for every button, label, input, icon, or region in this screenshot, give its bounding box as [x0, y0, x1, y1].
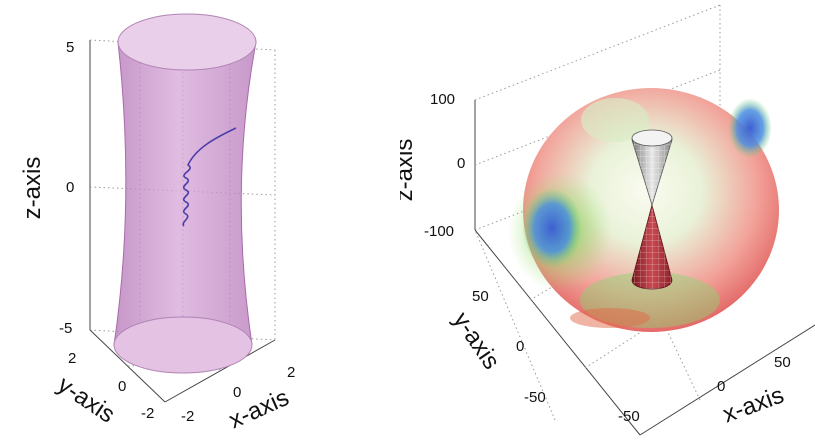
z-tick-0: 0	[66, 179, 74, 196]
y-tick-0: 0	[118, 378, 126, 395]
y-axis-label: y-axis	[53, 371, 120, 428]
z-tick-5: 5	[66, 39, 74, 56]
y-tick-2: 2	[68, 350, 76, 367]
chart-right-panel: 100 0 -100 50 0 -50 -50 0 50 z-axis y-ax…	[400, 0, 815, 443]
y-tick-neg50: -50	[524, 389, 546, 406]
x-tick-neg50: -50	[618, 408, 640, 425]
z-tick-100: 100	[430, 91, 455, 108]
hyperboloid-surface	[113, 13, 257, 374]
x-tick-neg2: -2	[181, 408, 194, 425]
x-axis-label: x-axis	[719, 382, 787, 429]
z-tick-neg5: -5	[59, 320, 72, 337]
x-tick-50: 50	[774, 354, 791, 371]
y-tick-0: 0	[516, 338, 524, 355]
z-axis-label: z-axis	[400, 139, 418, 202]
double-cone	[631, 129, 673, 290]
sphere-surface	[508, 88, 779, 332]
z-tick-neg100: -100	[424, 223, 454, 240]
y-tick-neg2: -2	[141, 405, 154, 422]
y-tick-50: 50	[472, 288, 489, 305]
sphere-chart: 100 0 -100 50 0 -50 -50 0 50 z-axis y-ax…	[400, 4, 815, 436]
z-axis-label: z-axis	[19, 157, 46, 220]
x-tick-2: 2	[287, 364, 295, 381]
hyperboloid-chart: 5 0 -5 2 0 -2 -2 0 2 z-axis y-axis x-axi…	[19, 13, 295, 434]
y-axis-label: y-axis	[448, 307, 505, 374]
chart-left-panel: 5 0 -5 2 0 -2 -2 0 2 z-axis y-axis x-axi…	[0, 0, 400, 443]
trajectory-curve	[182, 127, 237, 227]
x-tick-0: 0	[233, 384, 241, 401]
x-tick-0: 0	[717, 378, 725, 395]
z-tick-0: 0	[457, 155, 465, 172]
